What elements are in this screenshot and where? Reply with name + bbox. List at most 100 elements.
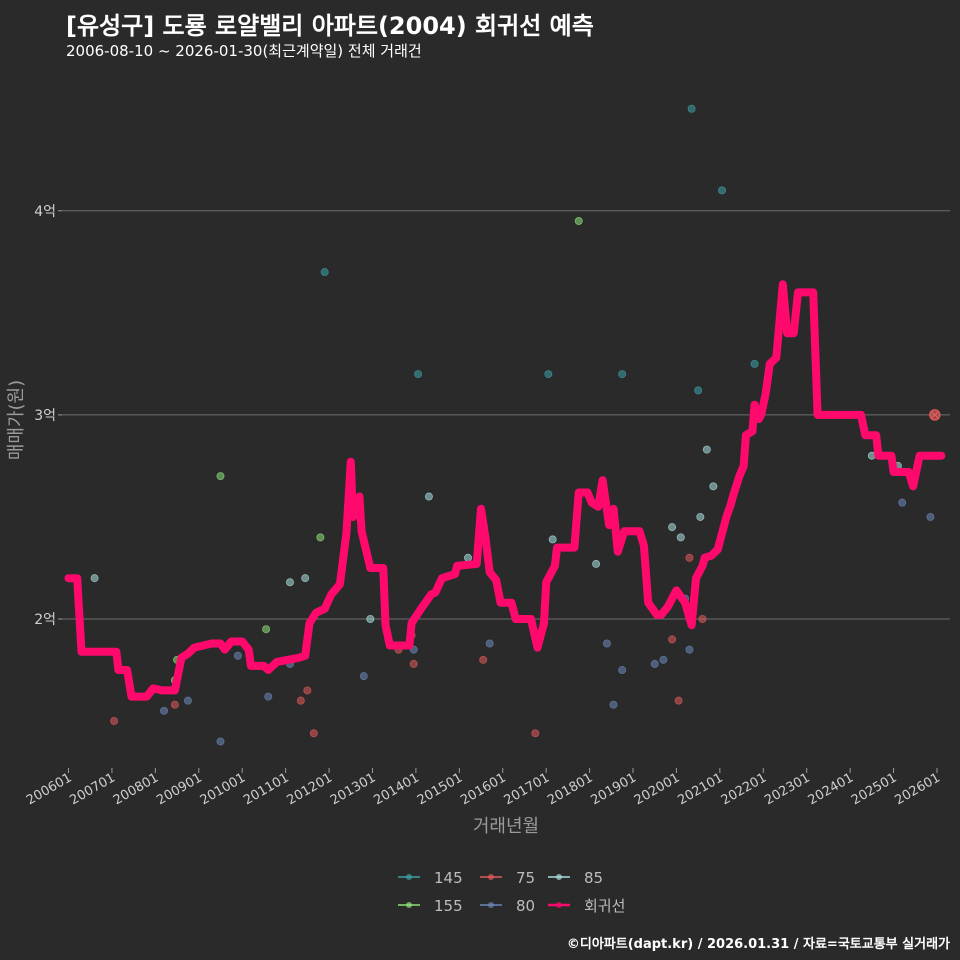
data-point-155 bbox=[316, 533, 325, 542]
x-tick-label: 200601 bbox=[24, 770, 74, 808]
data-point-155 bbox=[262, 625, 271, 634]
legend: 145 75 85 155 80 회귀선 bbox=[398, 869, 625, 915]
legend-dot-85 bbox=[556, 874, 562, 880]
axes: 2억 3억 4억 2006012007012008012009012010012011… bbox=[6, 204, 943, 837]
data-point-80 bbox=[685, 645, 694, 654]
y-tick-label: 3억 bbox=[34, 408, 56, 424]
data-point-145 bbox=[320, 268, 329, 277]
x-tick-label: 202001 bbox=[632, 770, 682, 808]
data-point-145 bbox=[618, 370, 627, 379]
data-point-85 bbox=[696, 512, 705, 521]
data-point-80 bbox=[609, 700, 618, 709]
data-point-85 bbox=[464, 553, 473, 562]
chart-subtitle: 2006-08-10 ~ 2026-01-30(최근계약일) 전체 거래건 bbox=[66, 42, 422, 60]
data-point-80 bbox=[618, 666, 627, 675]
legend-label-75: 75 bbox=[516, 869, 535, 887]
legend-dot-145 bbox=[406, 874, 412, 880]
data-point-145 bbox=[544, 370, 553, 379]
regression-line bbox=[64, 280, 946, 701]
legend-label-80: 80 bbox=[516, 897, 535, 915]
data-point-75 bbox=[685, 553, 694, 562]
x-tick-label: 202101 bbox=[675, 770, 725, 808]
data-point-75 bbox=[531, 729, 540, 738]
data-point-75 bbox=[674, 696, 683, 705]
x-tick-label: 201001 bbox=[198, 770, 248, 808]
data-point-80 bbox=[485, 639, 494, 648]
data-point-155 bbox=[216, 472, 225, 481]
x-tick-label: 202501 bbox=[849, 770, 899, 808]
data-point-80 bbox=[183, 696, 192, 705]
data-point-75 bbox=[296, 696, 305, 705]
data-point-75 bbox=[110, 717, 119, 726]
data-point-155 bbox=[574, 216, 583, 225]
x-tick-label: 201601 bbox=[458, 770, 508, 808]
data-point-80 bbox=[216, 737, 225, 746]
data-point-80 bbox=[264, 692, 273, 701]
y-axis-title: 매매가(원) bbox=[6, 380, 27, 460]
data-point-80 bbox=[659, 655, 668, 664]
data-point-145 bbox=[414, 370, 423, 379]
data-point-85 bbox=[676, 533, 685, 542]
legend-label-155: 155 bbox=[434, 897, 463, 915]
data-point-85 bbox=[424, 492, 433, 501]
x-tick-label: 201401 bbox=[371, 770, 421, 808]
data-point-75 bbox=[170, 700, 179, 709]
data-point-80 bbox=[233, 651, 242, 660]
data-point-80 bbox=[926, 512, 935, 521]
legend-label-reg: 회귀선 bbox=[584, 897, 625, 915]
data-point-85 bbox=[301, 574, 310, 583]
data-point-145 bbox=[750, 359, 759, 368]
x-tick-label: 201501 bbox=[415, 770, 465, 808]
x-tick-label: 200701 bbox=[67, 770, 117, 808]
chart-title: [유성구] 도룡 로얄밸리 아파트(2004) 회귀선 예측 bbox=[66, 12, 594, 40]
x-tick-label: 201801 bbox=[545, 770, 595, 808]
data-point-145 bbox=[718, 186, 727, 195]
data-point-85 bbox=[702, 445, 711, 454]
legend-label-85: 85 bbox=[584, 869, 603, 887]
legend-dot-155 bbox=[406, 902, 412, 908]
data-point-75 bbox=[479, 655, 488, 664]
data-point-85 bbox=[668, 523, 677, 532]
x-tick-label: 201201 bbox=[285, 770, 335, 808]
x-tick-label: 201701 bbox=[502, 770, 552, 808]
x-tick-label: 202401 bbox=[806, 770, 856, 808]
x-tick-label: 200801 bbox=[111, 770, 161, 808]
grid-lines bbox=[62, 210, 950, 620]
data-point-80 bbox=[160, 706, 169, 715]
regression-line-layer bbox=[64, 280, 946, 701]
data-point-80 bbox=[898, 498, 907, 507]
legend-dot-reg bbox=[556, 902, 562, 908]
x-tick-label: 200901 bbox=[154, 770, 204, 808]
x-axis-title: 거래년월 bbox=[473, 816, 539, 837]
transaction-points bbox=[90, 104, 939, 746]
data-point-85 bbox=[90, 574, 99, 583]
data-point-85 bbox=[709, 482, 718, 491]
y-tick-label: 2억 bbox=[34, 612, 56, 628]
x-tick-label: 202301 bbox=[762, 770, 812, 808]
legend-dot-75 bbox=[488, 874, 494, 880]
data-point-80 bbox=[359, 672, 368, 681]
legend-label-145: 145 bbox=[434, 869, 463, 887]
data-point-145 bbox=[687, 104, 696, 113]
legend-dot-80 bbox=[488, 902, 494, 908]
latest-trade-marker bbox=[929, 409, 941, 421]
data-point-85 bbox=[592, 559, 601, 568]
data-point-85 bbox=[366, 615, 375, 624]
x-tick-label: 202601 bbox=[892, 770, 942, 808]
data-point-75 bbox=[698, 615, 707, 624]
x-tick-label: 202201 bbox=[719, 770, 769, 808]
x-tick-label: 201101 bbox=[241, 770, 291, 808]
data-point-80 bbox=[602, 639, 611, 648]
data-point-85 bbox=[548, 535, 557, 544]
latest-trade-cross bbox=[930, 410, 940, 420]
source-caption: ©디아파트(dapt.kr) / 2026.01.31 / 자료=국토교통부 실… bbox=[566, 937, 950, 952]
data-point-75 bbox=[668, 635, 677, 644]
y-tick-label: 4억 bbox=[34, 204, 56, 220]
data-point-75 bbox=[303, 686, 312, 695]
data-point-80 bbox=[650, 659, 659, 668]
data-point-85 bbox=[285, 578, 294, 587]
x-tick-label: 201301 bbox=[328, 770, 378, 808]
data-point-75 bbox=[309, 729, 318, 738]
data-point-75 bbox=[409, 659, 418, 668]
